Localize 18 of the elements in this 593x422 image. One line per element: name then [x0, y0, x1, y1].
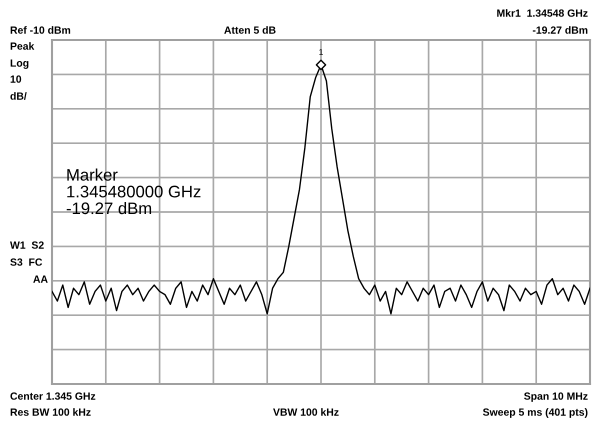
text: Log — [10, 59, 28, 69]
text: Span 10 MHz — [524, 392, 588, 402]
text: Center 1.345 GHz — [10, 392, 96, 400]
text: W1 S2 — [10, 241, 44, 249]
text: -19.27 dBm — [532, 26, 588, 34]
text: 10 — [10, 75, 22, 83]
text: 1 — [319, 49, 323, 55]
text: Peak — [10, 42, 34, 50]
text: Mkr1 1.34548 GHz — [497, 9, 588, 17]
text: Ref -10 dBm — [10, 26, 70, 34]
text: Res BW 100 kHz — [10, 408, 91, 416]
text: S3 FC — [10, 258, 42, 266]
annotation: Marker 1.345480000 GHz -19.27 dBm — [66, 168, 200, 214]
text: dB/ — [10, 92, 27, 100]
text: VBW 100 kHz — [273, 408, 339, 416]
text: Atten 5 dB — [224, 26, 276, 34]
text: Sweep 5 ms (401 pts) — [482, 408, 588, 418]
text: AA — [33, 276, 48, 283]
